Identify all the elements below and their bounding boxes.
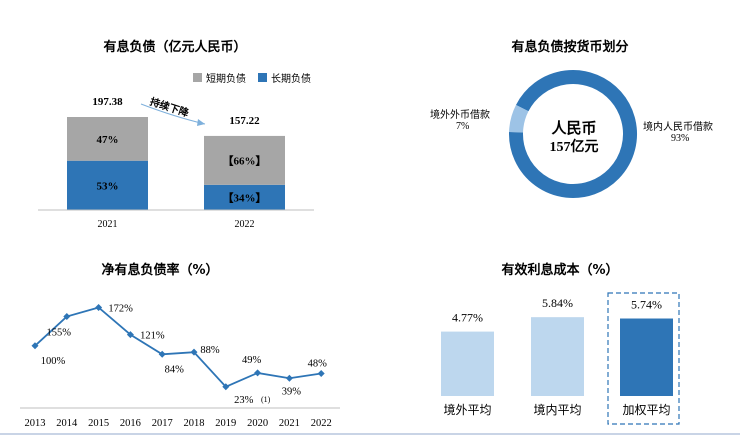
- donut-center-line2: 157亿元: [549, 140, 599, 155]
- x-tick-label-2018: 2018: [184, 418, 205, 429]
- donut-slice-foreign: [509, 104, 529, 133]
- debt-stacked-bar-chart: 53% 47% 197.38 2021 【34%】 【66%】 157.22 2022: [38, 96, 314, 230]
- foreign-loan-label: 境外外币借款: [430, 110, 490, 121]
- x-tick-label-2015: 2015: [88, 418, 109, 429]
- data-label-2020: 49%: [242, 355, 262, 366]
- cost-value-label-2: 5.74%: [631, 298, 662, 312]
- bar-short-2021: [67, 117, 148, 161]
- cost-bar-0: [441, 331, 494, 396]
- x-tick-label-2016: 2016: [120, 418, 141, 429]
- x-tick-label-2019: 2019: [215, 418, 236, 429]
- domestic-loan-pct: 93%: [671, 133, 690, 144]
- x-tick-label-2017: 2017: [152, 418, 173, 429]
- x-tick-label-2022: 2022: [311, 418, 332, 429]
- cost-category-label-2: 加权平均: [622, 403, 670, 417]
- bar-short-label-2021: 47%: [97, 134, 119, 146]
- data-label-2017: 84%: [165, 364, 185, 375]
- cost-category-label-0: 境外平均: [443, 402, 491, 417]
- net-ratio-line-chart: 100% 2013 155% 2014 172% 2015 121% 2016 84% 2017 8…: [20, 303, 340, 429]
- legend-swatch-long: [258, 73, 267, 82]
- legend-label-short: 短期负债: [206, 74, 246, 85]
- bar-total-label-2022: 157.22: [229, 115, 260, 127]
- legend-label-long: 长期负债: [271, 74, 311, 85]
- donut-slice-domestic: [509, 70, 637, 198]
- foreign-loan-pct: 7%: [456, 121, 470, 132]
- weighted-average-highlight-box: [607, 292, 680, 425]
- bar-long-label-2021: 53%: [97, 180, 119, 192]
- data-point-2015: [95, 303, 103, 311]
- currency-donut-chart: [509, 70, 637, 198]
- bottom-divider: [0, 433, 740, 435]
- x-tick-label-2021: 2021: [279, 418, 300, 429]
- data-point-2022: [317, 369, 325, 377]
- data-point-2013: [31, 342, 39, 350]
- cost-category-label-1: 境内平均: [533, 402, 581, 417]
- data-label-2019: 23%: [234, 395, 254, 406]
- bar-long-2021: [67, 160, 148, 210]
- bar-short-2022: [204, 135, 285, 185]
- cost-value-label-0: 4.77%: [452, 311, 483, 325]
- cost-bar-1: [531, 317, 584, 396]
- currency-chart-title: 有息负债按货币划分: [511, 40, 629, 55]
- domestic-loan-label: 境内人民币借款: [643, 122, 713, 133]
- x-tick-label-2022: 2022: [235, 219, 255, 230]
- data-point-2021: [285, 374, 293, 382]
- net-ratio-chart-title: 净有息负债率（%）: [101, 263, 219, 278]
- data-point-2018: [190, 348, 198, 356]
- data-label-2018: 88%: [200, 345, 220, 356]
- footnote-mark: (1): [261, 395, 271, 404]
- data-label-2015: 172%: [108, 303, 133, 314]
- data-point-2014: [63, 313, 71, 321]
- donut-center-line1: 人民币: [551, 119, 597, 137]
- data-point-2020: [254, 369, 262, 377]
- bar-long-label-2022: 【34%】: [223, 191, 267, 204]
- data-point-2019: [222, 383, 230, 391]
- cost-value-label-1: 5.84%: [542, 296, 573, 310]
- data-label-2022: 48%: [308, 358, 328, 369]
- data-label-2016: 121%: [140, 331, 165, 342]
- debt-chart-title: 有息负债（亿元人民币）: [103, 40, 247, 55]
- net-ratio-series-line: [34, 306, 322, 388]
- debt-legend: 短期负债 长期负债: [193, 70, 311, 85]
- trend-arrowhead-icon: [197, 119, 205, 126]
- bar-short-label-2022: 【66%】: [223, 154, 267, 167]
- x-tick-label-2021: 2021: [98, 219, 118, 230]
- cost-bar-2: [620, 318, 673, 396]
- data-label-2021: 39%: [282, 386, 302, 397]
- bar-total-label-2021: 197.38: [92, 96, 123, 108]
- x-tick-label-2014: 2014: [56, 418, 78, 429]
- data-point-2016: [126, 331, 134, 339]
- cost-chart-title: 有效利息成本（%）: [501, 263, 619, 278]
- data-label-2014: 155%: [47, 328, 72, 339]
- data-point-2017: [158, 350, 166, 358]
- x-tick-label-2020: 2020: [247, 418, 268, 429]
- legend-swatch-short: [193, 73, 202, 82]
- data-label-2013: 100%: [41, 356, 66, 367]
- bar-long-2022: [204, 184, 285, 210]
- x-tick-label-2013: 2013: [25, 418, 46, 429]
